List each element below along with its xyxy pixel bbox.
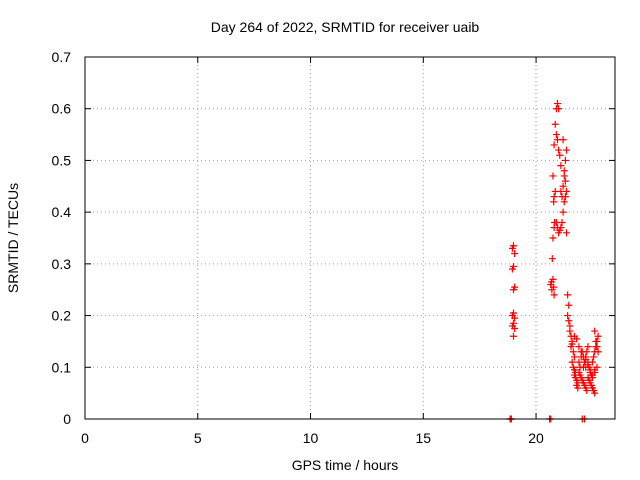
data-point [560,198,568,206]
data-point [573,335,581,343]
data-point [591,389,599,397]
data-point [558,218,566,226]
data-point [560,172,568,180]
data-point [561,156,569,164]
data-point [510,286,518,294]
y-tick-label: 0.5 [52,152,72,168]
data-point [563,229,571,237]
x-tick-label: 10 [303,430,319,446]
data-point [555,146,563,154]
data-point [566,327,574,335]
data-point [593,343,601,351]
plot-frame [84,56,616,420]
data-point [591,368,599,376]
y-tick-label: 0.2 [52,308,72,324]
x-tick-label: 20 [528,430,544,446]
data-point [563,146,571,154]
data-point [594,348,602,356]
data-point [590,353,598,361]
data-point [511,250,519,258]
data-point [565,317,573,325]
data-point [555,105,563,113]
data-point [548,255,556,263]
grid [85,57,615,419]
data-point [552,131,560,139]
data-point [510,262,518,270]
chart-title: Day 264 of 2022, SRMTID for receiver uai… [211,19,480,35]
y-tick-label: 0 [63,411,71,427]
data-point [565,301,573,309]
data-point [594,332,602,340]
data-point [551,120,559,128]
y-tick-label: 0.3 [52,256,72,272]
data-point [584,343,592,351]
data-point [559,208,567,216]
data-point [574,384,582,392]
data-point [575,343,583,351]
data-point [563,187,571,195]
data-point [583,387,591,395]
data-point [557,224,565,232]
data-point [549,234,557,242]
data-point [561,177,569,185]
data-point [586,366,594,374]
data-point [556,151,564,159]
data-point [592,337,600,345]
y-tick-label: 0.4 [52,204,72,220]
data-point [510,242,518,250]
y-tick-label: 0.7 [52,49,72,65]
x-axis-label: GPS time / hours [292,457,399,473]
data-point [577,348,585,356]
y-axis-label: SRMTID / TECUs [5,183,21,293]
data-point [550,291,558,299]
data-point [510,309,518,317]
data-point [570,353,578,361]
data-point [510,332,518,340]
y-tick-label: 0.6 [52,101,72,117]
data-point [564,291,572,299]
data-point [550,141,558,149]
data-point [568,358,576,366]
data-point [559,136,567,144]
data-point [582,356,590,364]
data-point [569,348,577,356]
data-point [511,314,519,322]
data-point [593,363,601,371]
x-tick-label: 0 [81,430,89,446]
x-tick-label: 15 [416,430,432,446]
data-point [557,162,565,170]
data-point [511,325,519,332]
data-points [506,100,602,423]
data-point [550,193,558,201]
data-point [549,275,557,283]
x-tick-label: 5 [194,430,202,446]
data-point [591,327,599,335]
data-point [564,312,572,320]
data-point [561,193,569,201]
data-point [553,100,561,108]
y-tick-label: 0.1 [52,359,72,375]
data-point [550,283,558,291]
data-point [584,361,592,369]
data-point [549,172,557,180]
data-point [559,182,567,190]
data-point [568,340,576,348]
